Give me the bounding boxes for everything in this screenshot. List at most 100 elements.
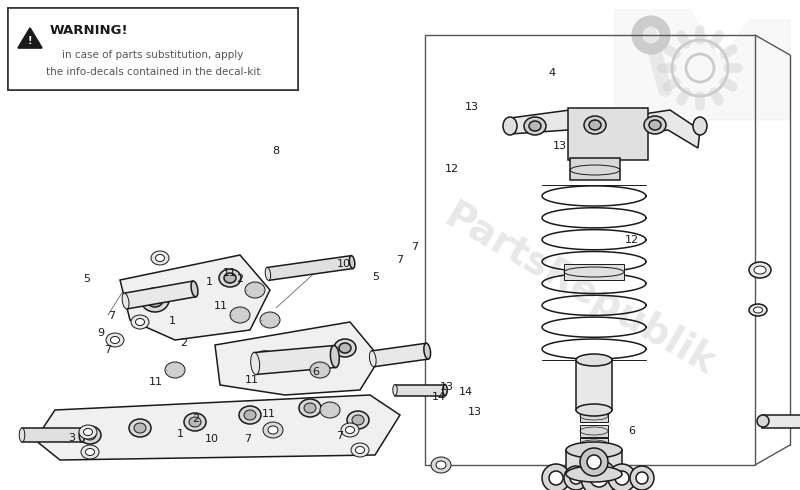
Ellipse shape [566,442,622,458]
Ellipse shape [155,254,165,262]
Ellipse shape [352,415,364,425]
Circle shape [581,460,617,490]
Ellipse shape [341,423,359,437]
Ellipse shape [110,337,119,343]
Circle shape [542,464,570,490]
Text: 13: 13 [439,382,454,392]
Ellipse shape [165,362,185,378]
Text: 11: 11 [214,301,228,311]
Text: the info-decals contained in the decal-kit: the info-decals contained in the decal-k… [46,67,260,77]
Polygon shape [615,10,790,120]
Text: the info-decals contained in the decal-kit: the info-decals contained in the decal-k… [46,67,260,77]
Text: in case of parts substitution, apply: in case of parts substitution, apply [62,50,244,60]
Ellipse shape [334,339,356,357]
Ellipse shape [219,269,241,287]
Ellipse shape [81,445,99,459]
Circle shape [587,455,601,469]
Ellipse shape [757,415,769,427]
Ellipse shape [263,422,283,438]
Text: 7: 7 [397,255,403,265]
Text: !: ! [28,36,32,46]
Ellipse shape [189,417,201,427]
Polygon shape [18,28,42,48]
Text: 11: 11 [222,269,237,278]
Text: 7: 7 [105,345,111,355]
Ellipse shape [268,426,278,434]
Ellipse shape [184,413,206,431]
Polygon shape [618,110,700,148]
Text: 14: 14 [458,387,473,397]
Bar [570,158,620,180]
Ellipse shape [250,352,260,374]
Text: 6: 6 [313,368,319,377]
Circle shape [570,472,582,484]
Ellipse shape [147,293,163,307]
Polygon shape [215,322,380,395]
Ellipse shape [355,446,365,454]
Ellipse shape [754,307,762,313]
Ellipse shape [252,351,278,373]
Text: 11: 11 [262,409,276,419]
Bar [576,360,612,410]
Ellipse shape [566,466,622,482]
Text: 1: 1 [206,277,213,287]
Text: 1: 1 [169,316,175,326]
Ellipse shape [79,428,85,442]
Bar [564,264,624,280]
Ellipse shape [393,385,398,395]
Text: 7: 7 [245,434,251,443]
Text: 4: 4 [549,68,555,77]
Ellipse shape [129,419,151,437]
Ellipse shape [644,116,666,134]
Text: 12: 12 [445,164,459,174]
Text: 2: 2 [181,338,187,348]
Polygon shape [35,395,400,460]
Polygon shape [254,345,336,374]
Polygon shape [395,385,445,395]
Ellipse shape [576,354,612,366]
Text: 7: 7 [411,243,418,252]
Bar [762,415,800,428]
Text: 11: 11 [245,375,259,385]
Ellipse shape [649,120,661,130]
Ellipse shape [106,333,124,347]
Text: 13: 13 [465,102,479,112]
Ellipse shape [83,428,93,436]
Ellipse shape [424,343,430,359]
Ellipse shape [749,304,767,316]
Ellipse shape [86,448,94,456]
Ellipse shape [79,426,101,444]
Ellipse shape [370,351,376,367]
Polygon shape [510,110,620,140]
Ellipse shape [245,282,265,298]
Polygon shape [372,343,428,367]
Ellipse shape [310,362,330,378]
Text: WARNING!: WARNING! [50,24,129,38]
Text: 6: 6 [629,426,635,436]
Ellipse shape [141,288,169,312]
Text: 14: 14 [431,392,446,402]
Ellipse shape [524,117,546,135]
Ellipse shape [191,281,198,297]
Bar [580,410,608,422]
Text: 11: 11 [149,377,163,387]
Ellipse shape [576,404,612,416]
Ellipse shape [244,410,256,420]
Polygon shape [124,281,196,309]
Ellipse shape [239,406,261,424]
Ellipse shape [122,293,129,309]
Bar [580,425,608,437]
Text: 5: 5 [83,274,90,284]
Ellipse shape [503,117,517,135]
Ellipse shape [584,116,606,134]
Text: PartsRepublik: PartsRepublik [438,197,722,383]
Ellipse shape [84,430,96,440]
Bar [425,35,755,465]
Circle shape [590,469,608,487]
Text: 2: 2 [237,274,243,284]
Text: 5: 5 [373,272,379,282]
Circle shape [549,471,563,485]
Ellipse shape [260,312,280,328]
Ellipse shape [350,256,355,269]
Ellipse shape [436,461,446,469]
